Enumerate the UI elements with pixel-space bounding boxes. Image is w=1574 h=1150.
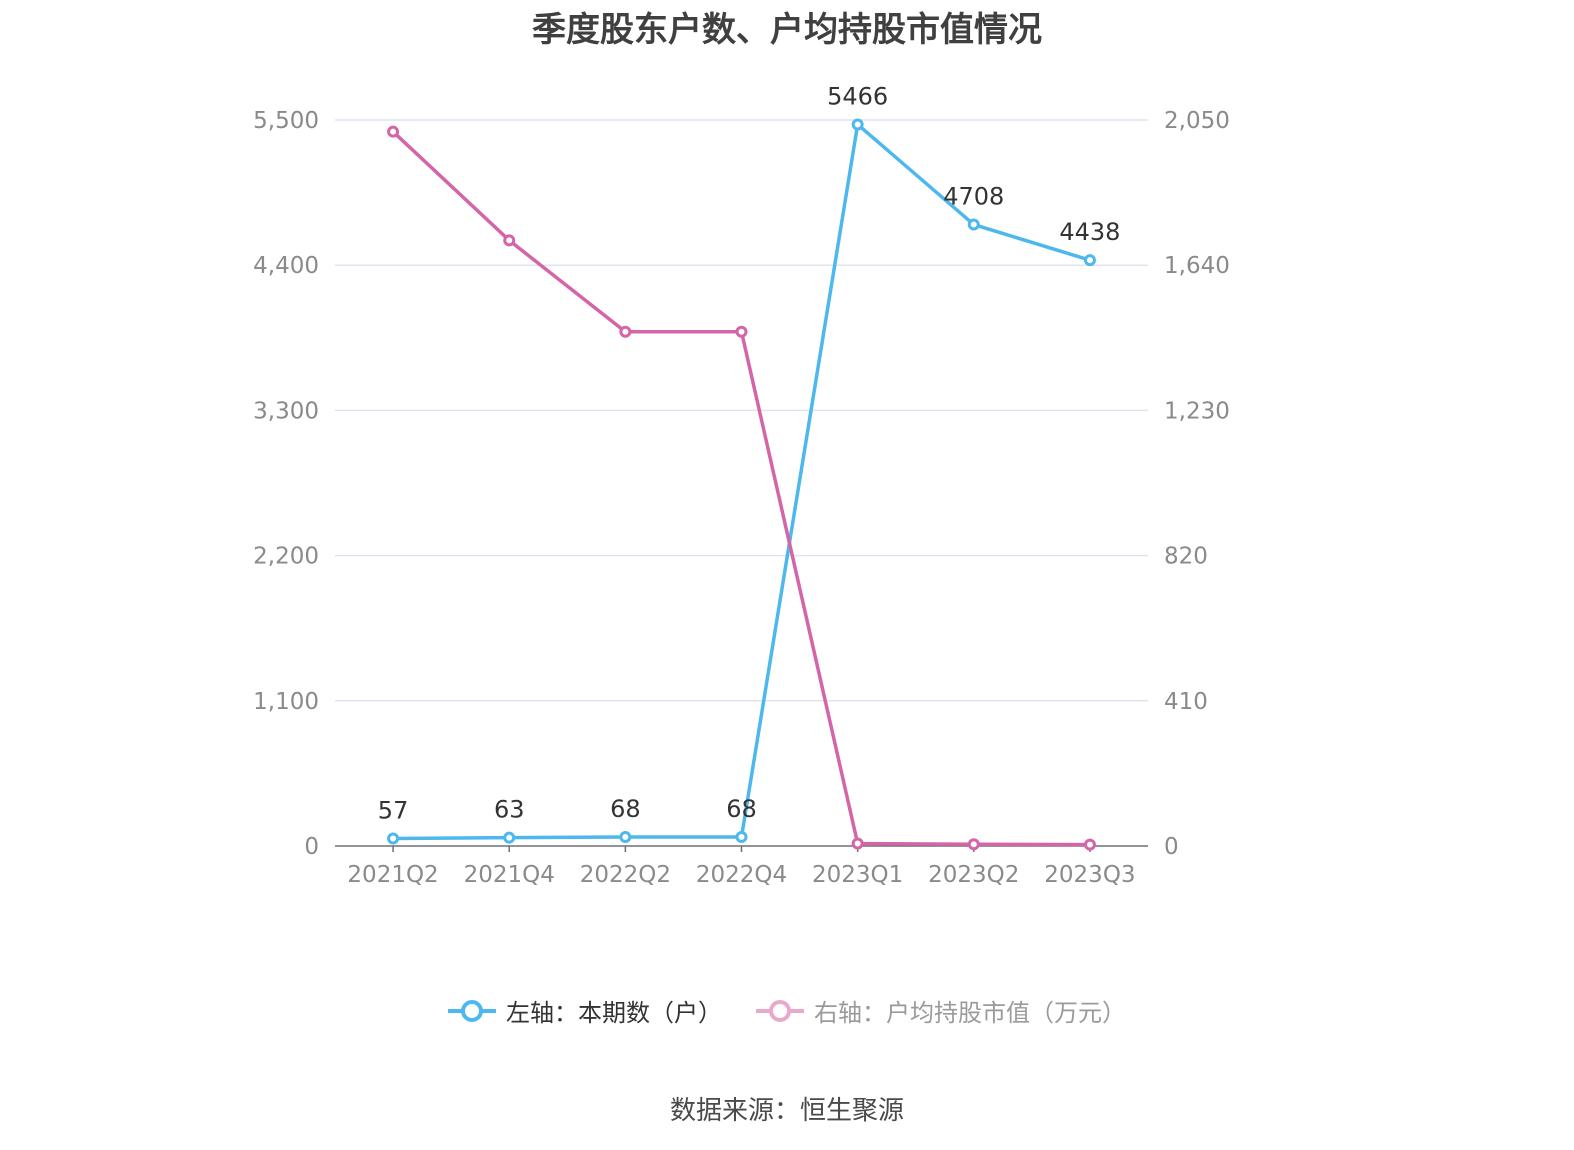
left-tick-label: 2,200 [253,544,319,570]
data-point-right [735,325,748,338]
data-point-right [387,125,400,138]
legend-marker-pink-icon [756,999,804,1022]
data-label: 63 [494,796,525,824]
left-tick-label: 0 [304,834,319,860]
left-tick-label: 3,300 [253,398,319,424]
legend-label-left: 左轴：本期数（户） [506,999,722,1027]
x-tick-label: 2022Q2 [580,862,671,888]
data-labels: 57 63 68 68 5466 4708 4438 [378,82,1121,824]
series-lines [387,118,1096,851]
legend-item-left[interactable]: 左轴：本期数（户） [448,993,722,1028]
data-point-left [387,832,400,845]
right-tick-label: 0 [1164,834,1179,860]
data-point-left [619,831,632,844]
data-label: 4438 [1059,218,1120,246]
data-label: 68 [726,795,757,823]
data-point-left [735,831,748,844]
chart-plot: 0 1,100 2,200 3,300 4,400 5,500 0 410 820 1,230 1,… [253,82,1230,888]
x-tick-label: 2022Q4 [696,862,787,888]
data-point-right [619,325,632,338]
data-label: 4708 [943,183,1004,211]
data-label: 5466 [827,82,888,110]
chart-title: 季度股东户数、户均持股市值情况 [532,10,1042,50]
x-tick-label: 2023Q2 [928,862,1019,888]
data-label: 57 [378,796,409,824]
legend-marker-blue-icon [448,999,496,1022]
data-point-right [967,838,980,851]
right-tick-label: 820 [1164,544,1208,570]
x-tick-label: 2023Q1 [812,862,903,888]
right-tick-label: 1,230 [1164,398,1230,424]
right-tick-label: 2,050 [1164,108,1230,134]
left-tick-label: 1,100 [253,689,319,715]
data-point-left [503,831,516,844]
right-tick-label: 410 [1164,689,1208,715]
data-point-right [851,837,864,850]
data-point-left [851,118,864,131]
legend-label-right: 右轴：户均持股市值（万元） [814,999,1126,1027]
left-tick-label: 5,500 [253,108,319,134]
legend: 左轴：本期数（户） 右轴：户均持股市值（万元） [0,993,1574,1028]
data-point-left [1083,254,1096,267]
x-tick-label: 2021Q4 [464,862,555,888]
x-tick-label: 2021Q2 [347,862,438,888]
source-note: 数据来源：恒生聚源 [669,1096,904,1126]
legend-item-right[interactable]: 右轴：户均持股市值（万元） [756,993,1126,1028]
grid-lines [335,119,1148,702]
right-tick-label: 1,640 [1164,253,1230,279]
data-point-right [1083,838,1096,851]
data-point-left [967,218,980,231]
left-tick-label: 4,400 [253,253,319,279]
x-tick-label: 2023Q3 [1044,862,1135,888]
series-line-right [391,130,1090,847]
axes: 0 1,100 2,200 3,300 4,400 5,500 0 410 820 1,230 1,… [253,108,1230,888]
data-point-right [503,234,516,247]
data-label: 68 [610,795,641,823]
